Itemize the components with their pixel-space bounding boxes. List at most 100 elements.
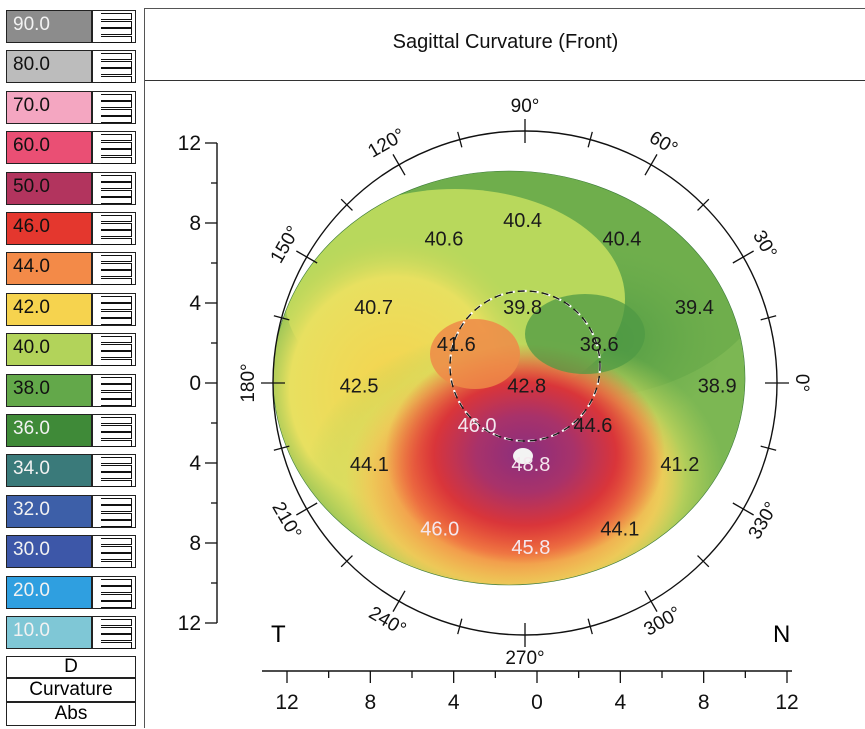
- legend-tick: [101, 439, 132, 447]
- legend-tick: [101, 141, 132, 149]
- legend-swatch: 20.0: [6, 575, 92, 609]
- legend-tick: [101, 295, 132, 303]
- legend-swatch: 36.0: [6, 414, 92, 447]
- ring-tick: [457, 131, 463, 148]
- legend-swatch: 30.0: [6, 535, 92, 569]
- angle-label: 0°: [791, 374, 812, 392]
- legend-tick: [101, 520, 132, 528]
- legend-tick: [101, 20, 132, 28]
- legend-swatch: 34.0: [6, 454, 92, 488]
- legend-tick-bars: [92, 535, 136, 569]
- curvature-reading: 40.6: [424, 228, 463, 250]
- legend-tick: [101, 336, 132, 344]
- legend-swatch: 38.0: [6, 373, 92, 407]
- ring-tick: [732, 250, 754, 264]
- legend-tick-bars: [92, 212, 136, 245]
- y-tick-label: 8: [189, 212, 201, 235]
- y-tick-label: 12: [178, 132, 201, 155]
- curvature-reading: 41.6: [437, 334, 476, 356]
- curvature-reading: 48.8: [511, 454, 550, 476]
- legend-tick: [101, 237, 132, 245]
- legend-tick: [101, 60, 132, 68]
- legend-tick-bars: [92, 10, 136, 43]
- legend-swatch: 50.0: [6, 171, 92, 205]
- legend-tick: [101, 432, 132, 439]
- legend-tick: [101, 255, 132, 263]
- legend-tick: [101, 75, 132, 83]
- x-tick-label: 4: [614, 691, 626, 714]
- legend-tick: [101, 197, 132, 205]
- temporal-label: T: [271, 621, 286, 648]
- curvature-reading: 46.0: [420, 518, 459, 540]
- legend-tick: [101, 351, 132, 359]
- angle-label: 120°: [364, 125, 409, 163]
- topography-panel: Sagittal Curvature (Front): [144, 8, 865, 728]
- curvature-readings: 40.4 40.6 40.4 40.7 39.8 39.4 41.6 38.6 42.5 42.8…: [340, 210, 737, 559]
- y-tick-label: 4: [189, 292, 201, 315]
- legend-tick: [101, 262, 132, 270]
- ring-tick: [587, 618, 593, 635]
- legend-tick: [101, 53, 132, 61]
- legend-tick: [101, 593, 132, 601]
- ring-tick: [697, 555, 710, 568]
- angle-label: 330°: [745, 498, 783, 543]
- legend-tick: [101, 35, 132, 43]
- legend-tick: [101, 182, 132, 190]
- legend-tick: [101, 189, 132, 197]
- y-axis-labels: 12 8 4 0 4 8 12: [178, 132, 202, 635]
- legend-tick: [101, 149, 132, 157]
- angle-ring-ticks: [261, 119, 789, 647]
- legend-tick: [101, 538, 132, 546]
- angle-label: 240°: [365, 603, 410, 641]
- angle-label: 180°: [238, 363, 259, 402]
- legend-swatch: 80.0: [6, 50, 92, 84]
- legend-tick: [101, 553, 132, 561]
- x-tick-label: 4: [448, 691, 460, 714]
- legend-tick-bars: [92, 494, 136, 528]
- nasal-label: N: [773, 621, 791, 648]
- legend-tick: [101, 457, 132, 465]
- x-tick-label: 0: [531, 691, 543, 714]
- x-tick-label: 8: [698, 691, 710, 714]
- legend-swatch: 60.0: [6, 131, 92, 165]
- legend-tick: [101, 497, 132, 505]
- y-tick-label: 0: [189, 372, 201, 395]
- legend-swatch: 90.0: [6, 10, 92, 43]
- legend-tick: [101, 215, 132, 222]
- legend-swatch: 10.0: [6, 616, 92, 649]
- curvature-reading: 46.0: [458, 415, 497, 437]
- y-tick-label: 12: [178, 612, 201, 635]
- legend-tick: [101, 68, 132, 76]
- legend-tick: [101, 318, 132, 326]
- legend-tick: [101, 310, 132, 318]
- title-divider: [145, 80, 865, 81]
- ring-tick: [457, 618, 463, 635]
- legend-mode: Curvature: [6, 678, 136, 702]
- angle-label: 60°: [646, 127, 681, 160]
- ring-tick: [587, 131, 593, 148]
- angle-label: 270°: [505, 648, 544, 669]
- ring-tick: [273, 315, 290, 321]
- ring-tick: [760, 315, 777, 321]
- legend-tick-bars: [92, 414, 136, 447]
- ring-tick: [644, 590, 658, 612]
- legend-tick: [101, 512, 132, 520]
- legend-tick: [101, 619, 132, 626]
- legend-tick: [101, 270, 132, 278]
- x-tick-label: 12: [275, 691, 298, 714]
- legend-swatch: 44.0: [6, 252, 92, 286]
- color-scale-legend: 90.0 80.0 70.0 60.0 50.0 46.0 44.0 42.0 40.0 38.0…: [0, 0, 140, 728]
- legend-tick-bars: [92, 131, 136, 165]
- legend-tick: [101, 358, 132, 366]
- angle-label: 210°: [267, 498, 305, 543]
- ring-tick: [697, 198, 710, 211]
- ring-tick: [296, 250, 318, 264]
- curvature-map: 90° 120° 60° 150° 30° 180° 0° 210° 330° 240° 300° 2…: [178, 96, 812, 714]
- legend-tick-bars: [92, 252, 136, 286]
- legend-tick: [101, 174, 132, 182]
- legend-tick-bars: [92, 171, 136, 205]
- legend-tick: [101, 545, 132, 553]
- curvature-reading: 44.6: [573, 415, 612, 437]
- legend-tick: [101, 277, 132, 285]
- legend-tick: [101, 303, 132, 311]
